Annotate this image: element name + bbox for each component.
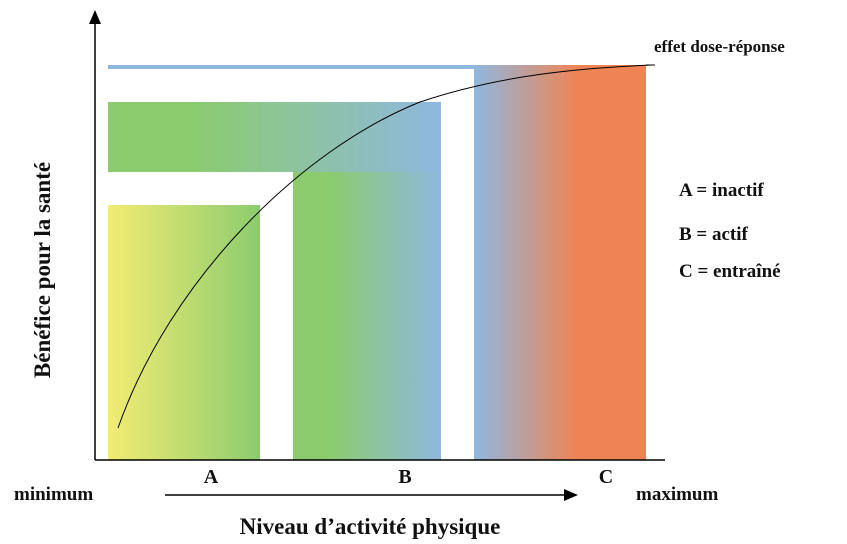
- legend-item-b: B = actif: [679, 224, 749, 245]
- x-arrow-icon: [564, 489, 578, 501]
- x-max-label: maximum: [636, 484, 719, 505]
- zone-a: [108, 205, 260, 460]
- zone-c: [108, 65, 646, 460]
- zone-c-top-line: [108, 65, 474, 69]
- legend: A = inactif B = actif C = entraîné: [679, 180, 781, 282]
- y-axis-arrow-icon: [89, 10, 101, 24]
- zone-letter-a: A: [204, 466, 219, 488]
- zone-b: [108, 102, 441, 460]
- zone-b-column: [293, 172, 441, 460]
- zone-c-column: [474, 65, 646, 460]
- zone-letter-b: B: [398, 466, 411, 488]
- curve-label: effet dose-réponse: [654, 37, 785, 56]
- zone-letter-c: C: [599, 466, 613, 488]
- x-axis-title: Niveau d’activité physique: [240, 514, 501, 539]
- zone-a-column: [108, 205, 260, 460]
- legend-item-a: A = inactif: [679, 180, 764, 201]
- y-axis-title: Bénéfice pour la santé: [30, 162, 55, 378]
- zone-b-band: [108, 102, 441, 172]
- x-min-label: minimum: [14, 484, 93, 505]
- legend-item-c: C = entraîné: [679, 261, 781, 282]
- dose-response-curve: [117, 64, 653, 429]
